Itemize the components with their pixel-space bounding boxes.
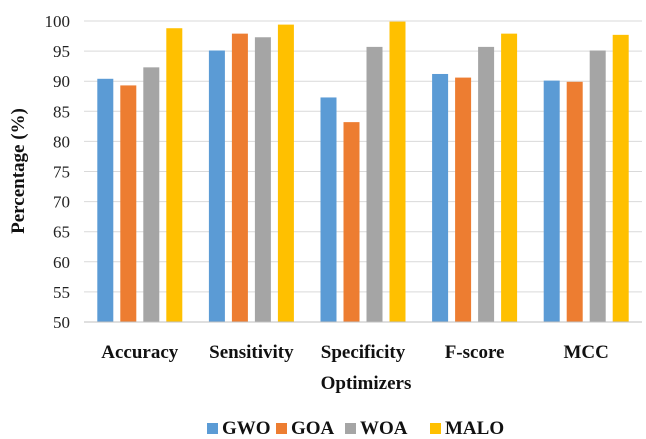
- bar-malo-sensitivity: [277, 24, 294, 322]
- bar-goa-accuracy: [120, 85, 137, 322]
- y-tick-label: 85: [53, 102, 70, 121]
- y-axis-title: Percentage (%): [8, 108, 29, 234]
- y-tick-label: 95: [53, 42, 70, 61]
- bar-malo-accuracy: [166, 28, 183, 322]
- y-tick-label: 65: [53, 223, 70, 242]
- y-tick-label: 80: [53, 132, 70, 151]
- category-labels: Accuracy Sensitivity Specificity F-score MCC: [101, 342, 609, 363]
- y-tick-label: 75: [53, 163, 70, 182]
- y-tick-label: 90: [53, 72, 70, 91]
- legend-swatch-goa: [276, 423, 287, 434]
- y-axis-ticks: 50 55 60 65 70 75 80 85 90 95 100: [45, 12, 71, 332]
- category-label: F-score: [445, 342, 505, 363]
- bar-woa-accuracy: [143, 67, 160, 322]
- bar-woa-specificity: [366, 46, 383, 323]
- bar-goa-sensitivity: [231, 33, 248, 322]
- category-label: Specificity: [321, 342, 406, 363]
- category-label: MCC: [564, 342, 609, 363]
- bar-gwo-mcc: [543, 80, 560, 323]
- bar-malo-specificity: [389, 21, 406, 323]
- legend-swatch-woa: [345, 423, 356, 434]
- category-label: Accuracy: [101, 342, 179, 363]
- bar-gwo-accuracy: [97, 78, 114, 323]
- bar-goa-f-score: [455, 77, 472, 322]
- bar-malo-f-score: [501, 33, 518, 322]
- x-axis-title: Optimizers: [321, 373, 412, 394]
- legend-swatch-gwo: [207, 423, 218, 434]
- bar-gwo-sensitivity: [208, 50, 225, 323]
- bar-malo-mcc: [612, 34, 629, 322]
- y-tick-label: 70: [53, 193, 70, 212]
- bars: [97, 21, 629, 323]
- legend: GWO GOA WOA MALO: [207, 418, 504, 439]
- legend-label-woa: WOA: [360, 418, 408, 439]
- y-tick-label: 60: [53, 253, 70, 272]
- bar-woa-f-score: [478, 46, 495, 323]
- legend-swatch-malo: [430, 423, 441, 434]
- bar-goa-mcc: [566, 81, 583, 322]
- legend-label-malo: MALO: [445, 418, 504, 439]
- category-label: Sensitivity: [209, 342, 294, 363]
- bar-gwo-f-score: [432, 73, 449, 322]
- bar-goa-specificity: [343, 122, 360, 322]
- legend-label-gwo: GWO: [222, 418, 271, 439]
- y-tick-label: 55: [53, 283, 70, 302]
- legend-label-goa: GOA: [291, 418, 335, 439]
- y-tick-label: 100: [45, 12, 71, 31]
- y-tick-label: 50: [53, 313, 70, 332]
- bar-gwo-specificity: [320, 97, 337, 322]
- bar-woa-sensitivity: [254, 37, 271, 323]
- bar-woa-mcc: [589, 50, 606, 323]
